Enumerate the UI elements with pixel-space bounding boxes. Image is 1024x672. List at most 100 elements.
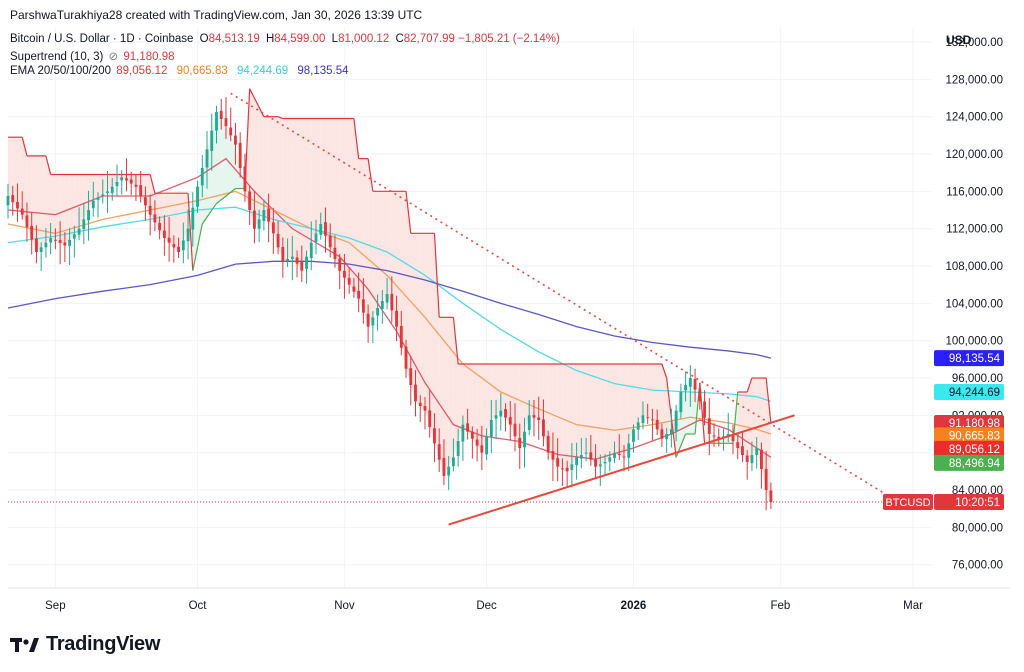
candle-body <box>565 467 569 472</box>
supertrend-fill-segment <box>344 118 350 285</box>
ema50-value: 90,665.83 <box>176 65 228 77</box>
candle-body <box>684 385 688 391</box>
candle-body <box>290 256 294 259</box>
supertrend-line-segment <box>216 188 236 204</box>
supertrend-fill-segment <box>173 193 179 252</box>
supertrend-fill-segment <box>624 364 629 458</box>
candle-body <box>527 415 531 431</box>
supertrend-fill-segment <box>586 364 591 460</box>
trendlines[interactable] <box>230 92 895 526</box>
supertrend-fill-segment <box>633 364 639 430</box>
candle-body <box>399 325 403 348</box>
ascending-trendline[interactable] <box>448 414 795 526</box>
ohlc-close-label: C <box>395 33 404 45</box>
supertrend-line-segment <box>45 155 52 175</box>
supertrend-fill-segment <box>278 116 283 262</box>
currency-label[interactable]: USD <box>946 33 972 47</box>
candle-body <box>295 257 299 264</box>
supertrend-fill-segment <box>737 392 743 455</box>
supertrend-line-segment <box>149 174 156 194</box>
time-tick-label: Feb <box>770 600 790 612</box>
candle-body <box>603 462 607 464</box>
price-axis[interactable]: 76,000.0080,000.0084,000.0088,000.0092,0… <box>945 37 1003 572</box>
supertrend-fill-segment <box>448 317 454 467</box>
supertrend-fill-segment <box>406 191 411 385</box>
ema-lines <box>7 157 772 460</box>
supertrend-legend[interactable]: Supertrend (10, 3) ⊘ 91,180.98 <box>10 49 175 63</box>
supertrend-fill-segment <box>372 191 378 318</box>
supertrend-fill-segment <box>353 118 359 299</box>
price-tick-label: 128,000.00 <box>945 74 1003 86</box>
candle-body <box>461 424 465 442</box>
candle-body <box>504 409 507 418</box>
candle-body <box>660 429 664 439</box>
supertrend-fill-segment <box>306 118 312 257</box>
candle-body <box>651 419 654 421</box>
price-tick-label: 84,000.00 <box>952 485 1003 497</box>
supertrend-fill-segment <box>169 193 174 248</box>
candle-body <box>712 435 716 437</box>
supertrend-fill-segment <box>439 317 444 476</box>
supertrend-fill-segment <box>605 364 610 462</box>
supertrend-fill-segment <box>36 155 42 252</box>
candle-body <box>731 435 735 441</box>
symbol-title[interactable]: Bitcoin / U.S. Dollar · 1D · Coinbase <box>10 33 194 45</box>
supertrend-fill-segment <box>98 174 103 198</box>
supertrend-line-segment <box>765 377 772 424</box>
candle-body <box>489 420 493 437</box>
supertrend-fill-segment <box>301 118 307 271</box>
ema-legend[interactable]: EMA 20/50/100/200 89,056.12 90,665.83 94… <box>10 65 353 77</box>
candle-body <box>532 415 536 418</box>
price-tick-label: 100,000.00 <box>945 336 1003 348</box>
eye-off-icon[interactable]: ⊘ <box>108 51 119 63</box>
supertrend-fill-segment <box>704 417 710 444</box>
tradingview-logo: TradingView <box>10 633 160 656</box>
candle-body <box>314 233 318 242</box>
time-axis[interactable]: Sep Oct Nov Dec 2026 Feb Mar <box>45 600 923 612</box>
candle-body <box>613 452 616 459</box>
candle-body <box>139 185 143 196</box>
candle-body <box>309 242 313 259</box>
candle-body <box>361 299 365 313</box>
candle-body <box>191 207 195 230</box>
candle-body <box>328 235 332 248</box>
candle-body <box>58 240 62 243</box>
candle-body <box>688 378 692 387</box>
candle-body <box>219 110 223 119</box>
ohlc-high-label: H <box>265 33 275 45</box>
candle-body <box>433 428 436 444</box>
ohlc-open: 84,513.19 <box>208 33 260 45</box>
supertrend-fill-segment <box>287 118 293 260</box>
supertrend-fill-segment <box>519 364 525 448</box>
ohlc-high: 84,599.00 <box>274 33 326 45</box>
price-tag-label: 89,056.12 <box>949 444 1000 456</box>
supertrend-fill-segment <box>17 137 23 215</box>
candle-body <box>646 417 650 419</box>
candle-body <box>409 368 413 385</box>
supertrend-fill-segment <box>282 118 288 262</box>
supertrend-fill-segment <box>581 364 587 455</box>
candle-body <box>447 466 451 476</box>
supertrend-fill-segment <box>609 364 615 458</box>
descending-trendline[interactable] <box>230 92 895 501</box>
supertrend-fill-segment <box>462 364 468 432</box>
candle-body <box>470 431 474 439</box>
candle-body <box>300 262 304 271</box>
candle-body <box>759 449 763 469</box>
supertrend-fill-segment <box>216 112 222 204</box>
candle-body <box>129 179 133 184</box>
candle-body <box>703 401 706 418</box>
candle-body <box>376 308 380 316</box>
candle-body <box>499 410 503 417</box>
candle-body <box>229 127 233 136</box>
candle-body <box>276 233 280 248</box>
supertrend-fill-segment <box>263 116 269 222</box>
ema200-value: 98,135.54 <box>297 65 349 77</box>
ohlc-open-label: O <box>199 33 209 45</box>
candle-body <box>741 446 744 455</box>
supertrend-fill-segment <box>571 364 577 465</box>
candle-body <box>513 423 517 437</box>
candle-body <box>451 457 455 467</box>
supertrend-fill-segment <box>387 191 392 311</box>
